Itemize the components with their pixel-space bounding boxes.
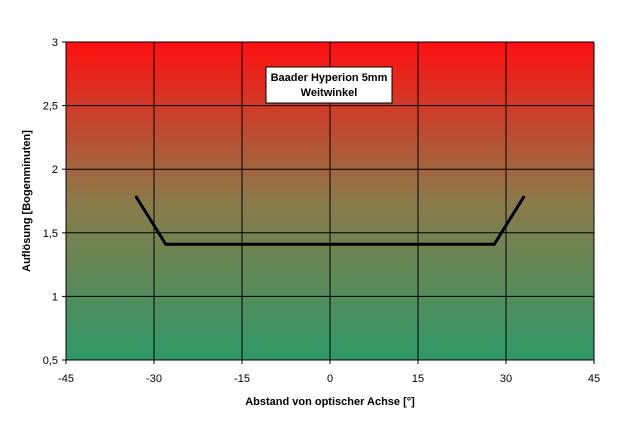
x-tick-label: 0 (327, 373, 333, 385)
series-point (164, 242, 168, 246)
x-tick-label: 15 (412, 373, 424, 385)
tick-labels: -45 -30 -15 0 15 30 45 0,5 1 1,5 2 2,5 3 (43, 37, 600, 385)
y-tick-label: 0,5 (43, 355, 58, 367)
series-point (134, 195, 138, 199)
y-tick-label: 1,5 (43, 228, 58, 240)
legend-box-frame (265, 66, 393, 104)
x-axis-title: Abstand von optischer Achse [°] (245, 396, 415, 408)
y-axis-title: Auflösung [Bogenminuten] (21, 130, 33, 272)
x-tick-label: -45 (58, 373, 74, 385)
series-line (135, 196, 525, 246)
x-tick-label: 45 (588, 373, 600, 385)
y-tick-label: 2 (52, 164, 58, 176)
legend-box: Baader Hyperion 5mm Weitwinkel (265, 66, 393, 104)
y-tick-label: 2,5 (43, 101, 58, 113)
chart-title: Baader Hyperion 5mm (271, 72, 388, 84)
x-tick-label: -15 (234, 373, 250, 385)
y-tick-label: 1 (52, 291, 58, 303)
x-tick-label: -30 (146, 373, 162, 385)
y-tick-label: 3 (52, 37, 58, 49)
series-layer (134, 195, 526, 246)
series-point (522, 195, 526, 199)
chart-subtitle: Weitwinkel (301, 87, 358, 99)
x-tick-label: 30 (500, 373, 512, 385)
series-point (492, 242, 496, 246)
axes (62, 41, 595, 364)
